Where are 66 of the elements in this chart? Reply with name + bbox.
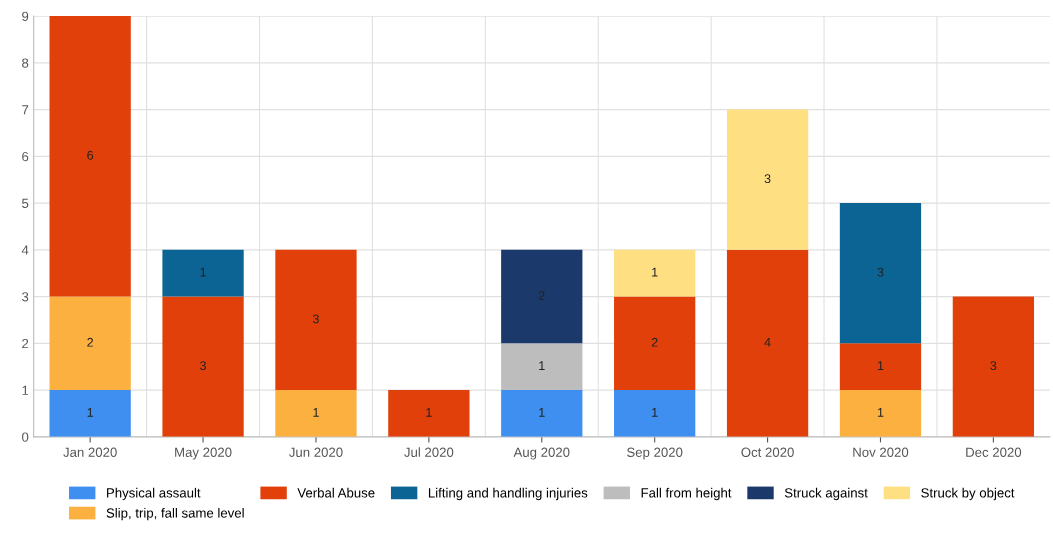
legend-label: Fall from height	[641, 487, 732, 501]
data-label: 1	[539, 361, 545, 370]
bar	[501, 249, 583, 344]
x-tick-label: May 2020	[175, 447, 232, 460]
x-tick-label: Jul 2020	[404, 447, 454, 457]
data-label: 2	[651, 337, 658, 347]
legend-label: Slip, trip, fall same level	[106, 508, 244, 521]
data-label: 3	[990, 361, 997, 371]
y-tick-label: 8	[22, 58, 29, 68]
bar	[839, 390, 922, 437]
data-label: 3	[764, 174, 771, 184]
data-label: 1	[652, 267, 658, 277]
data-label: 2	[87, 337, 93, 347]
y-tick-label: 5	[22, 198, 29, 208]
bar	[162, 249, 244, 297]
data-label: 1	[426, 408, 432, 417]
data-label: 4	[764, 337, 771, 347]
data-label: 3	[877, 267, 884, 277]
data-label: 1	[539, 408, 545, 417]
y-tick-label: 7	[22, 105, 29, 115]
bar	[614, 296, 696, 391]
data-label: 6	[87, 150, 94, 160]
data-label: 1	[87, 408, 94, 417]
legend-label: Physical assault	[107, 487, 201, 501]
legend-label: Struck by object	[921, 487, 1015, 501]
bar	[49, 296, 131, 391]
y-tick-label: 3	[22, 292, 29, 302]
y-tick-label: 4	[21, 245, 29, 255]
bar	[952, 296, 1035, 437]
bar	[275, 249, 357, 391]
bar	[839, 203, 922, 344]
bar	[501, 343, 583, 391]
x-tick-label: Jun 2020	[289, 447, 343, 457]
bar	[726, 109, 809, 250]
data-label: 2	[538, 291, 545, 300]
data-label: 3	[200, 361, 206, 371]
legend-label: Lifting and handling injuries	[428, 487, 588, 501]
data-label: 1	[877, 361, 884, 370]
legend-label: Struck against	[784, 487, 868, 501]
x-tick-label: Oct 2020	[741, 447, 794, 457]
x-tick-label: Jan 2020	[63, 447, 117, 457]
bar	[839, 343, 922, 391]
data-label: 1	[200, 267, 206, 277]
data-label: 1	[877, 408, 884, 417]
legend-label: Verbal Abuse	[297, 487, 375, 498]
x-tick-label: Nov 2020	[853, 447, 909, 457]
y-tick-label: 2	[22, 338, 29, 349]
bar	[49, 16, 131, 297]
y-tick-label: 0	[22, 432, 29, 442]
y-tick-label: 1	[22, 385, 29, 395]
bar	[162, 296, 244, 437]
bar	[614, 390, 696, 437]
x-tick-label: Dec 2020	[966, 447, 1022, 457]
x-tick-label: Sep 2020	[627, 447, 683, 460]
bar	[501, 390, 583, 437]
data-label: 3	[312, 314, 319, 324]
bar	[726, 249, 809, 437]
bar	[49, 390, 131, 437]
bar	[614, 249, 696, 297]
y-tick-label: 9	[22, 11, 29, 21]
x-tick-label: Aug 2020	[513, 447, 570, 460]
y-tick-label: 6	[22, 151, 29, 162]
data-label: 1	[313, 408, 319, 417]
bar	[388, 390, 470, 437]
bar	[275, 390, 357, 437]
data-label: 1	[652, 408, 658, 417]
